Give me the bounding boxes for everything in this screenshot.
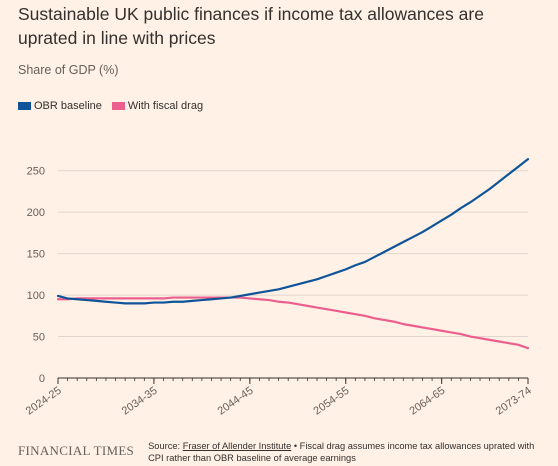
y-tick-label-250: 250 xyxy=(27,166,45,178)
series-line-obr-baseline xyxy=(56,158,530,305)
x-tick-label-2044-45: 2044-45 xyxy=(216,385,256,418)
source-prefix: Source: xyxy=(148,441,183,451)
y-tick-label-50: 50 xyxy=(33,332,45,344)
source-description: • Fiscal drag assumes income tax allowan… xyxy=(148,441,535,463)
y-tick-label-150: 150 xyxy=(27,249,45,261)
y-tick-label-100: 100 xyxy=(27,290,45,302)
legend-item-obr-baseline: OBR baseline xyxy=(18,100,102,112)
legend-label-fiscal-drag: With fiscal drag xyxy=(127,100,204,112)
x-tick-label-2073-74: 2073-74 xyxy=(494,385,534,418)
x-tick-label-2034-35: 2034-35 xyxy=(120,385,160,418)
legend-swatch-obr-baseline xyxy=(18,102,31,110)
legend: OBR baseline With fiscal drag xyxy=(18,100,213,112)
y-axis-label: Share of GDP (%) xyxy=(18,63,119,77)
y-tick-label-0: 0 xyxy=(39,373,45,385)
legend-swatch-fiscal-drag xyxy=(111,102,125,110)
x-tick-label-2064-65: 2064-65 xyxy=(407,385,447,418)
source-link[interactable]: Fraser of Allender Institute xyxy=(182,441,292,451)
footer: FINANCIAL TIMES Source: Fraser of Allend… xyxy=(18,440,548,464)
chart-title: Sustainable UK public finances if income… xyxy=(18,4,484,48)
x-tick-label-2024-25: 2024-25 xyxy=(24,385,64,418)
y-tick-label-200: 200 xyxy=(27,207,45,219)
series-line-fiscal-drag xyxy=(56,296,530,350)
x-tick-label-2054-55: 2054-55 xyxy=(312,385,352,418)
legend-label-obr-baseline: OBR baseline xyxy=(34,100,102,112)
ft-logo-text: FINANCIAL TIMES xyxy=(18,443,135,458)
source-note: Source: Fraser of Allender Institute • F… xyxy=(148,440,548,464)
legend-item-fiscal-drag: With fiscal drag xyxy=(111,100,204,112)
